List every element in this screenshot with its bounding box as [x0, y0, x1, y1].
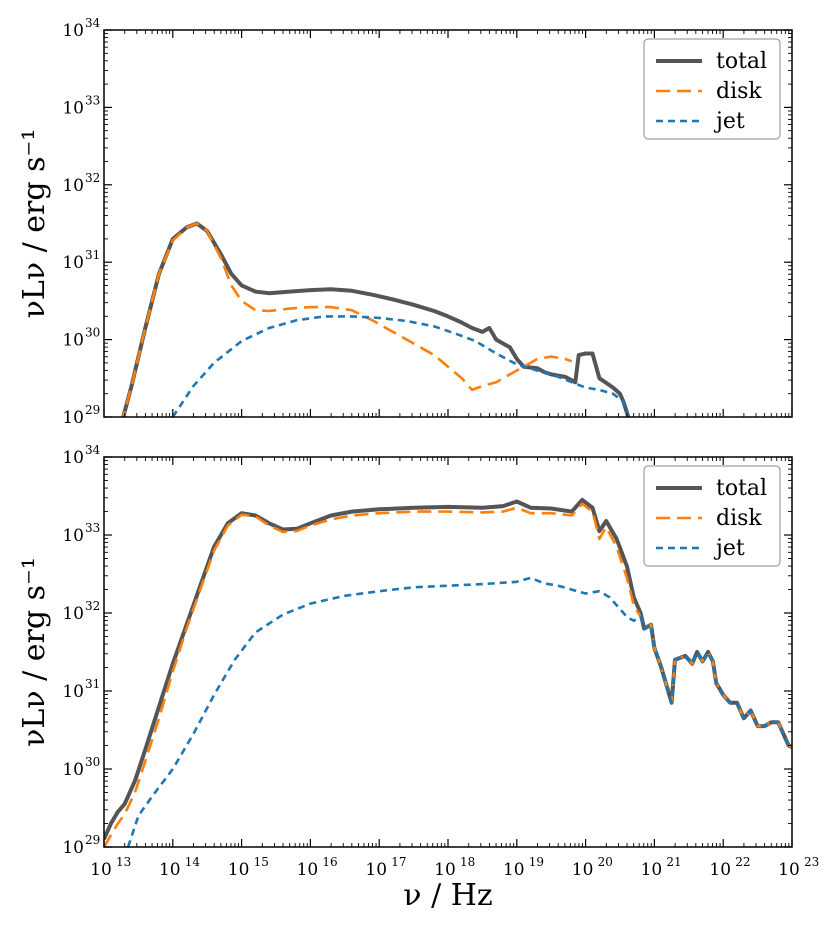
x-tick-label: 10	[159, 860, 181, 880]
series-jet-line	[171, 315, 630, 417]
x-tick-label: 10	[572, 860, 594, 880]
x-tick-label: 10	[709, 860, 731, 880]
y-tick-label: 10	[62, 331, 84, 351]
x-tick-label: 10	[641, 860, 663, 880]
y-tick-exponent: 31	[85, 248, 100, 262]
y-axis-label: νLν / erg s⁻¹	[17, 129, 52, 319]
y-tick-exponent: 32	[85, 171, 100, 185]
legend-label-disk: disk	[716, 79, 762, 104]
x-tick-exponent: 20	[598, 855, 613, 869]
y-tick-label: 10	[62, 253, 84, 273]
series-disk-line	[121, 222, 573, 417]
x-tick-label: 10	[90, 860, 112, 880]
legend-label-disk: disk	[716, 506, 762, 531]
y-tick-exponent: 33	[85, 93, 100, 107]
series-jet-line	[126, 576, 792, 847]
y-tick-label: 10	[62, 526, 84, 546]
x-tick-exponent: 22	[735, 855, 750, 869]
x-tick-label: 10	[228, 860, 250, 880]
x-tick-label: 10	[365, 860, 387, 880]
y-axis-label: νLν / erg s⁻¹	[17, 557, 52, 747]
series-total-line	[121, 221, 631, 417]
x-tick-label: 10	[778, 860, 800, 880]
y-tick-exponent: 29	[85, 833, 100, 847]
y-tick-exponent: 34	[85, 443, 101, 457]
y-tick-label: 10	[62, 98, 84, 118]
y-tick-label: 10	[62, 604, 84, 624]
x-tick-exponent: 14	[185, 855, 201, 869]
x-tick-exponent: 17	[391, 855, 406, 869]
y-tick-label: 10	[62, 408, 84, 428]
x-tick-label: 10	[434, 860, 456, 880]
x-tick-exponent: 15	[254, 855, 269, 869]
y-tick-exponent: 29	[85, 403, 100, 417]
y-tick-exponent: 30	[85, 755, 100, 769]
legend-label-total: total	[716, 476, 767, 501]
x-tick-label: 10	[503, 860, 525, 880]
x-tick-exponent: 16	[322, 855, 337, 869]
y-tick-exponent: 31	[85, 677, 100, 691]
y-tick-label: 10	[62, 760, 84, 780]
legend-box	[643, 465, 781, 567]
legend-label-jet: jet	[713, 109, 745, 134]
x-tick-exponent: 23	[804, 855, 819, 869]
x-tick-exponent: 19	[529, 855, 544, 869]
legend-box	[643, 38, 781, 140]
x-tick-exponent: 21	[666, 855, 681, 869]
legend: total disk jet	[643, 465, 781, 567]
y-tick-label: 10	[62, 682, 84, 702]
y-tick-label: 10	[62, 838, 84, 858]
y-tick-exponent: 33	[85, 521, 100, 535]
bottom-panel: 10 13 10 14 10 15 10 16 10 17 10 18 10 19 10 20 10 21 10 22…	[17, 443, 819, 880]
y-tick-label: 10	[62, 448, 84, 468]
legend-label-total: total	[716, 49, 767, 74]
legend: total disk jet	[643, 38, 781, 140]
y-tick-label: 10	[62, 176, 84, 196]
x-tick-exponent: 13	[116, 855, 131, 869]
x-axis-label: ν / Hz	[403, 878, 492, 913]
y-tick-label: 10	[62, 21, 84, 41]
y-tick-exponent: 32	[85, 599, 100, 613]
legend-label-jet: jet	[713, 536, 745, 561]
x-tick-label: 10	[297, 860, 319, 880]
y-tick-exponent: 34	[85, 16, 101, 30]
x-tick-exponent: 18	[460, 855, 475, 869]
y-tick-exponent: 30	[85, 326, 100, 340]
